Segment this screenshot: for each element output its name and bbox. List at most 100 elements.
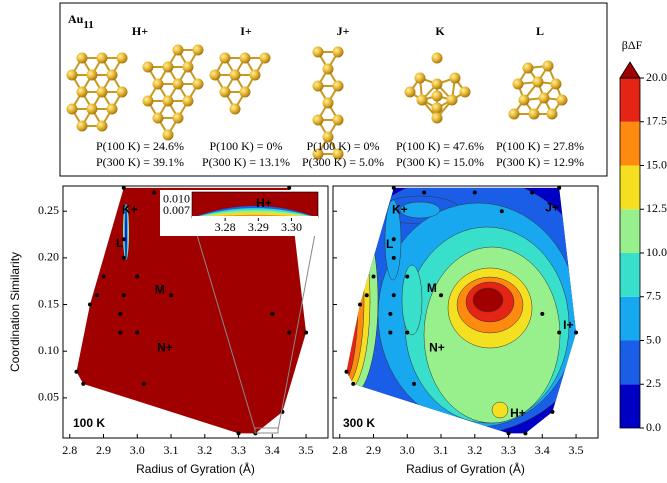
atom [546, 108, 558, 120]
cluster-name: Au11 [68, 12, 94, 31]
sample-point [557, 330, 562, 335]
sample-point [81, 381, 86, 386]
x-tick-label: 3.0 [400, 443, 415, 457]
sample-point [88, 302, 93, 307]
probability-100k: P(100 K) = 0% [306, 139, 379, 153]
atom [86, 103, 98, 115]
atom [182, 95, 194, 107]
sample-point [121, 293, 126, 298]
colorbar-band [620, 78, 640, 122]
probability-300k: P(300 K) = 39.1% [96, 155, 184, 169]
contour-panel: K+ L M N+ [62, 185, 329, 439]
x-tick-label: 3.0 [130, 443, 145, 457]
sample-point [405, 274, 410, 279]
x-tick-label: 3.5 [569, 443, 584, 457]
y-tick-label: 0.25 [38, 203, 59, 217]
sample-point [439, 293, 444, 298]
state-label: J+ [545, 201, 559, 215]
sample-point [391, 185, 396, 190]
atom [66, 103, 78, 115]
atom [192, 78, 204, 90]
state-label: K+ [122, 202, 138, 216]
atom [312, 46, 324, 58]
x-tick-label: 3.1 [164, 443, 179, 457]
state-label: M [155, 283, 165, 297]
sample-point [499, 209, 504, 214]
atom [459, 86, 471, 98]
sample-point [270, 311, 275, 316]
atom [431, 78, 443, 90]
panel-label: 300 K [343, 416, 375, 430]
colorbar-band [620, 296, 640, 341]
sample-point [405, 330, 410, 335]
sample-point [304, 330, 309, 335]
atom [162, 129, 174, 141]
atom [522, 62, 534, 74]
panel-label: 100 K [73, 416, 105, 430]
sample-point [118, 330, 123, 335]
sample-point [422, 190, 427, 195]
atom [508, 108, 520, 120]
structure-box [59, 2, 608, 177]
atom [219, 52, 231, 64]
x-tick-label: 2.9 [96, 443, 111, 457]
state-label: N+ [157, 341, 173, 355]
atom [431, 52, 443, 64]
atom [239, 86, 251, 98]
atom [528, 108, 540, 120]
sample-point [118, 311, 123, 316]
inset-x-tick-label: 3.30 [281, 220, 302, 234]
probability-300k: P(300 K) = 15.0% [396, 155, 484, 169]
atom [322, 97, 334, 109]
contour-band [399, 201, 441, 219]
structure-label: J+ [337, 24, 350, 38]
atom [209, 69, 221, 81]
atom [162, 95, 174, 107]
colorbar-tick-label: 0.0 [646, 420, 661, 434]
y-tick-label: 0.20 [38, 250, 59, 264]
panel-frame [62, 185, 329, 439]
sample-point [74, 369, 79, 374]
sample-point [412, 381, 417, 386]
sample-point [506, 431, 511, 436]
sample-point [388, 330, 393, 335]
structure-label: K [435, 24, 445, 38]
atom [106, 103, 118, 115]
colorbar-band [620, 384, 640, 428]
sample-point [371, 274, 376, 279]
atom [142, 61, 154, 73]
atom [431, 102, 443, 114]
probability-100k: P(100 K) = 47.6% [396, 139, 484, 153]
colorbar-tick-label: 7.5 [646, 289, 661, 303]
colorbar-tick-label: 5.0 [646, 332, 661, 346]
sample-point [557, 185, 562, 190]
atom [449, 72, 461, 84]
atom [259, 52, 271, 64]
inset-floor [192, 216, 318, 219]
sample-point [523, 431, 528, 436]
colorbar-tick-label: 15.0 [646, 157, 667, 171]
sample-point [550, 409, 555, 414]
atom [542, 60, 554, 72]
sample-point [391, 255, 396, 260]
atom [106, 69, 118, 81]
atom [182, 61, 194, 73]
molecules [66, 44, 568, 160]
state-label: L [386, 237, 393, 251]
atom [152, 78, 164, 90]
sample-point [574, 330, 579, 335]
sample-point [287, 330, 292, 335]
sample-point [391, 237, 396, 242]
state-label: N+ [429, 341, 445, 355]
atom [332, 148, 344, 160]
sample-point [236, 431, 241, 436]
sample-point [135, 274, 140, 279]
probability-100k: P(100 K) = 0% [209, 139, 282, 153]
atom [229, 103, 241, 115]
atom [332, 114, 344, 126]
colorbar-band [620, 121, 640, 166]
atom [162, 61, 174, 73]
colorbar-band [620, 253, 640, 297]
sample-point [152, 190, 157, 195]
